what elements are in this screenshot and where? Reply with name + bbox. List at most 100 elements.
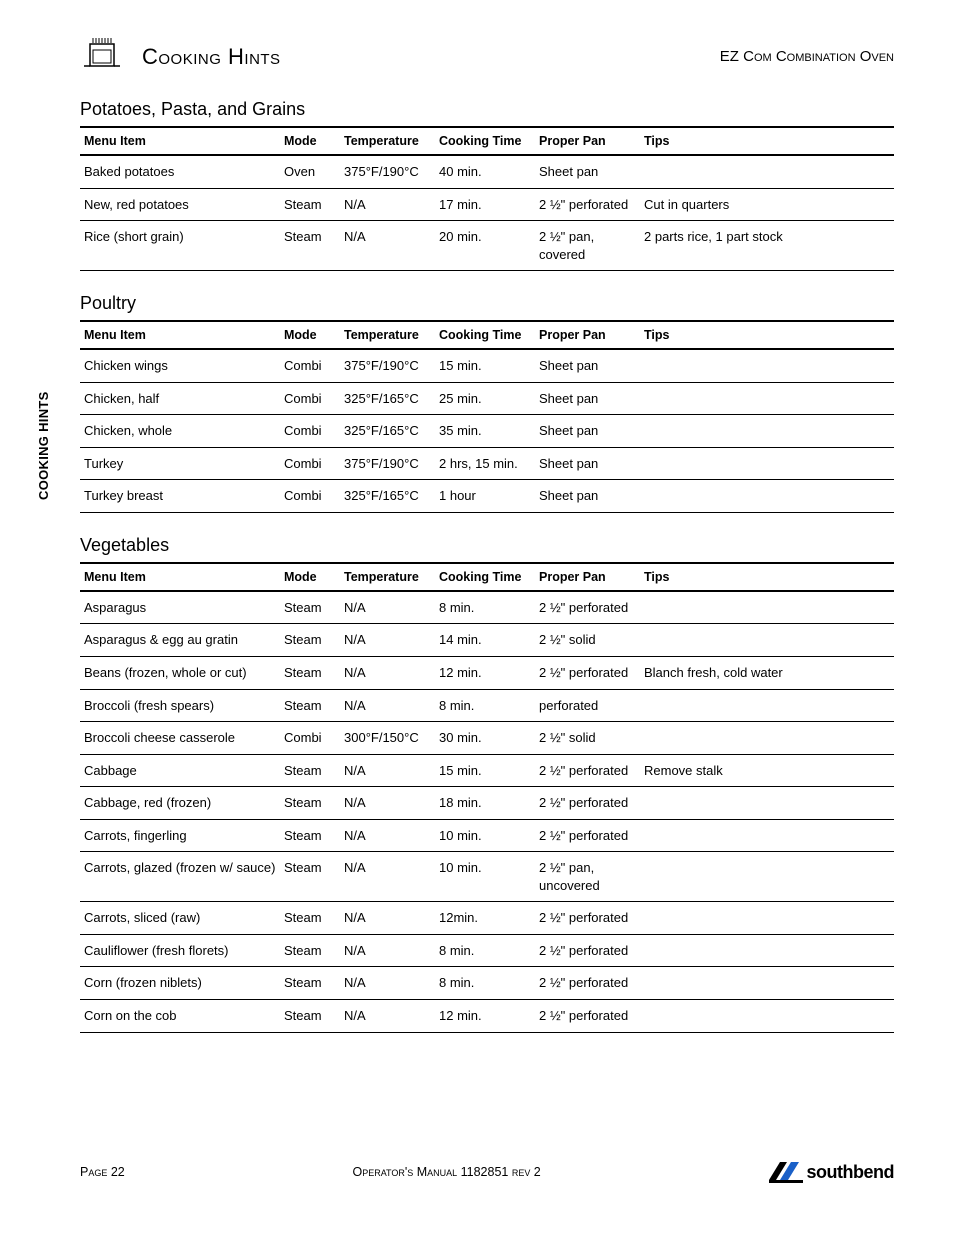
table-cell: 2 ½" perforated: [535, 754, 640, 787]
table-row: Corn on the cobSteamN/A12 min.2 ½" perfo…: [80, 1000, 894, 1033]
table-cell: Corn on the cob: [80, 1000, 280, 1033]
table-cell: [640, 934, 894, 967]
table-cell: 375°F/190°C: [340, 349, 435, 382]
section-title: Potatoes, Pasta, and Grains: [80, 99, 894, 120]
table-cell: Steam: [280, 188, 340, 221]
table-cell: 375°F/190°C: [340, 155, 435, 188]
table-cell: Turkey: [80, 447, 280, 480]
table-cell: [640, 1000, 894, 1033]
table-cell: 18 min.: [435, 787, 535, 820]
table-cell: N/A: [340, 754, 435, 787]
table-cell: Sheet pan: [535, 480, 640, 513]
table-cell: Steam: [280, 221, 340, 271]
cooking-table: Menu ItemModeTemperatureCooking TimeProp…: [80, 320, 894, 513]
table-cell: 35 min.: [435, 415, 535, 448]
table-cell: 2 hrs, 15 min.: [435, 447, 535, 480]
table-row: Broccoli cheese casseroleCombi300°F/150°…: [80, 722, 894, 755]
column-header: Cooking Time: [435, 127, 535, 155]
table-cell: 2 ½" perforated: [535, 787, 640, 820]
content-area: Potatoes, Pasta, and GrainsMenu ItemMode…: [80, 99, 894, 1033]
column-header: Tips: [640, 127, 894, 155]
table-cell: 2 ½" perforated: [535, 657, 640, 690]
table-cell: Sheet pan: [535, 447, 640, 480]
table-row: Corn (frozen niblets)SteamN/A8 min.2 ½" …: [80, 967, 894, 1000]
table-cell: Corn (frozen niblets): [80, 967, 280, 1000]
page-footer: Page 22 Operator's Manual 1182851 rev 2 …: [80, 1161, 894, 1183]
table-row: Chicken, wholeCombi325°F/165°C35 min.She…: [80, 415, 894, 448]
table-cell: Combi: [280, 349, 340, 382]
table-cell: [640, 349, 894, 382]
table-cell: Sheet pan: [535, 155, 640, 188]
column-header: Cooking Time: [435, 321, 535, 349]
table-cell: Combi: [280, 382, 340, 415]
table-cell: 14 min.: [435, 624, 535, 657]
column-header: Temperature: [340, 127, 435, 155]
table-cell: 10 min.: [435, 852, 535, 902]
table-cell: Steam: [280, 754, 340, 787]
table-cell: Steam: [280, 657, 340, 690]
cooking-table: Menu ItemModeTemperatureCooking TimeProp…: [80, 562, 894, 1033]
table-cell: 2 ½" solid: [535, 624, 640, 657]
page-subtitle: EZ Com Combination Oven: [720, 48, 894, 65]
table-cell: 375°F/190°C: [340, 447, 435, 480]
table-cell: Sheet pan: [535, 382, 640, 415]
brand-logo: southbend: [769, 1161, 895, 1183]
table-row: Cauliflower (fresh florets)SteamN/A8 min…: [80, 934, 894, 967]
table-cell: [640, 382, 894, 415]
table-cell: Sheet pan: [535, 415, 640, 448]
table-row: Chicken, halfCombi325°F/165°C25 min.Shee…: [80, 382, 894, 415]
column-header: Temperature: [340, 563, 435, 591]
column-header: Cooking Time: [435, 563, 535, 591]
table-cell: Combi: [280, 480, 340, 513]
table-row: Baked potatoesOven375°F/190°C40 min.Shee…: [80, 155, 894, 188]
table-cell: 2 parts rice, 1 part stock: [640, 221, 894, 271]
table-cell: [640, 787, 894, 820]
table-cell: N/A: [340, 689, 435, 722]
table-cell: Rice (short grain): [80, 221, 280, 271]
table-cell: 12 min.: [435, 657, 535, 690]
table-cell: N/A: [340, 624, 435, 657]
table-cell: Cauliflower (fresh florets): [80, 934, 280, 967]
table-cell: Steam: [280, 591, 340, 624]
table-cell: Combi: [280, 447, 340, 480]
table-cell: 17 min.: [435, 188, 535, 221]
table-cell: perforated: [535, 689, 640, 722]
table-cell: Beans (frozen, whole or cut): [80, 657, 280, 690]
column-header: Mode: [280, 563, 340, 591]
brand-name: southbend: [807, 1162, 895, 1183]
table-cell: Cut in quarters: [640, 188, 894, 221]
table-row: Rice (short grain)SteamN/A20 min.2 ½" pa…: [80, 221, 894, 271]
table-row: Carrots, sliced (raw)SteamN/A12min.2 ½" …: [80, 902, 894, 935]
table-cell: N/A: [340, 967, 435, 1000]
table-cell: 300°F/150°C: [340, 722, 435, 755]
table-cell: Steam: [280, 1000, 340, 1033]
table-cell: [640, 480, 894, 513]
table-cell: 2 ½" perforated: [535, 591, 640, 624]
table-cell: 2 ½" perforated: [535, 934, 640, 967]
table-cell: Steam: [280, 852, 340, 902]
page-body: Cooking Hints EZ Com Combination Oven Po…: [0, 0, 954, 1033]
logo-mark-icon: [769, 1161, 803, 1183]
side-tab: COOKING HINTS: [36, 391, 51, 500]
table-cell: 12min.: [435, 902, 535, 935]
section-title: Vegetables: [80, 535, 894, 556]
oven-icon: [80, 36, 124, 77]
column-header: Menu Item: [80, 321, 280, 349]
table-cell: [640, 591, 894, 624]
table-cell: N/A: [340, 221, 435, 271]
table-cell: [640, 447, 894, 480]
table-row: Cabbage, red (frozen)SteamN/A18 min.2 ½"…: [80, 787, 894, 820]
table-cell: [640, 852, 894, 902]
table-cell: Cabbage: [80, 754, 280, 787]
table-cell: Asparagus: [80, 591, 280, 624]
column-header: Menu Item: [80, 127, 280, 155]
table-cell: Broccoli (fresh spears): [80, 689, 280, 722]
table-cell: Steam: [280, 819, 340, 852]
table-cell: 1 hour: [435, 480, 535, 513]
table-cell: Steam: [280, 624, 340, 657]
table-cell: 2 ½" pan, uncovered: [535, 852, 640, 902]
table-row: Turkey breastCombi325°F/165°C1 hourSheet…: [80, 480, 894, 513]
table-cell: Steam: [280, 787, 340, 820]
table-cell: Carrots, fingerling: [80, 819, 280, 852]
table-cell: 8 min.: [435, 934, 535, 967]
